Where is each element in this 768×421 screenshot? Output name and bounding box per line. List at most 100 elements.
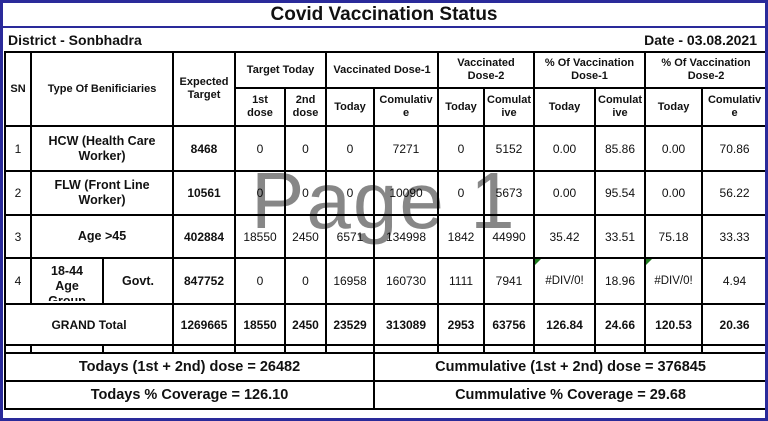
group-header-vaccinated-dose1: Vaccinated Dose-1 bbox=[325, 51, 440, 89]
grand-total-row: GRAND Total 1269665 18550 2450 23529 313… bbox=[3, 303, 765, 346]
error-value: #DIV/0! bbox=[654, 275, 693, 287]
age-group-label: 18-44 Age Group bbox=[48, 264, 86, 301]
cell-pd1-cum: 33.51 bbox=[594, 214, 647, 259]
sub-header-vd1-cumulative: Comulative bbox=[373, 87, 440, 127]
sub-header-pd1-cumulative: Comulative bbox=[594, 87, 647, 127]
cell-pd1-today: 126.84 bbox=[533, 303, 597, 346]
spacer-row bbox=[4, 344, 765, 354]
row-subtype-govt: Govt. bbox=[101, 257, 175, 305]
summary-today-dose: Todays (1st + 2nd) dose = 26482 bbox=[3, 352, 376, 382]
page-title: Covid Vaccination Status bbox=[3, 3, 765, 28]
cell-pd2-today: 0.00 bbox=[644, 170, 704, 216]
cell-vd2-today: 0 bbox=[437, 125, 486, 172]
cell-pd2-cum: 20.36 bbox=[701, 303, 765, 346]
cell-expected: 10561 bbox=[172, 170, 237, 216]
cell-pd2-cum: 70.86 bbox=[701, 125, 765, 172]
cell-target-2nd: 0 bbox=[284, 170, 328, 216]
cell-vd2-today: 1111 bbox=[437, 257, 486, 305]
cell-vd1-today: 6571 bbox=[325, 214, 376, 259]
cell-target-2nd: 0 bbox=[284, 125, 328, 172]
col-header-sn: SN bbox=[4, 51, 32, 127]
error-indicator-icon bbox=[536, 260, 542, 265]
group-header-vaccinated-dose2: Vaccinated Dose-2 bbox=[437, 51, 536, 89]
cell-expected: 8468 bbox=[172, 125, 237, 172]
row-sn: 3 bbox=[4, 214, 32, 259]
cell-pd2-today: 75.18 bbox=[644, 214, 704, 259]
cell-expected: 402884 bbox=[172, 214, 237, 259]
cell-pd2-cum: 56.22 bbox=[701, 170, 765, 216]
cell-vd1-today: 0 bbox=[325, 170, 376, 216]
row-type-age-group: 18-44 Age Group bbox=[30, 257, 104, 305]
row-sn: 4 bbox=[4, 257, 32, 305]
summary-today-coverage: Todays % Coverage = 126.10 bbox=[3, 380, 376, 410]
table-row-hcw: 1 HCW (Health Care Worker) 8468 0 0 0 72… bbox=[4, 125, 765, 172]
sub-header-2nd-dose: 2nd dose bbox=[284, 87, 328, 127]
row-sn: 1 bbox=[4, 125, 32, 172]
cell-target-1st: 18550 bbox=[234, 303, 287, 346]
row-sn: 2 bbox=[4, 170, 32, 216]
cell-pd1-today: 35.42 bbox=[533, 214, 597, 259]
cell-pd1-cum: 24.66 bbox=[594, 303, 647, 346]
cell-vd1-today: 0 bbox=[325, 125, 376, 172]
spacer-cell bbox=[284, 344, 328, 354]
cell-vd1-cum: 313089 bbox=[373, 303, 440, 346]
row-type: HCW (Health Care Worker) bbox=[29, 125, 175, 172]
sub-header-pd2-today: Today bbox=[644, 87, 704, 127]
spacer-cell bbox=[234, 344, 287, 354]
cell-pd1-cum: 85.86 bbox=[594, 125, 647, 172]
cell-expected: 847752 bbox=[172, 257, 237, 305]
spacer-cell bbox=[101, 344, 175, 354]
group-header-pct-dose2: % Of Vaccination Dose-2 bbox=[644, 51, 765, 89]
sub-header-vd2-today: Today bbox=[437, 87, 486, 127]
header-row-groups: SN Type Of Benificiaries Expected Target… bbox=[4, 51, 765, 127]
sub-header-pd2-cumulative: Comulative bbox=[701, 87, 765, 127]
cell-target-2nd: 0 bbox=[284, 257, 328, 305]
cell-vd2-cum: 7941 bbox=[483, 257, 536, 305]
spacer-cell bbox=[30, 344, 104, 354]
row-type: FLW (Front Line Worker) bbox=[29, 170, 175, 216]
cell-vd2-cum: 5152 bbox=[483, 125, 536, 172]
sub-header-1st-dose: 1st dose bbox=[234, 87, 287, 127]
meta-bar: District - Sonbhadra Date - 03.08.2021 bbox=[3, 28, 765, 51]
spacer-cell bbox=[644, 344, 704, 354]
date-label: Date - 03.08.2021 bbox=[644, 31, 757, 48]
cell-vd1-cum: 160730 bbox=[373, 257, 440, 305]
summary-cumulative-dose: Cummulative (1st + 2nd) dose = 376845 bbox=[373, 352, 765, 382]
cell-target-2nd: 2450 bbox=[284, 214, 328, 259]
cell-vd1-cum: 10090 bbox=[373, 170, 440, 216]
cell-pd2-today: 120.53 bbox=[644, 303, 704, 346]
cell-pd1-today-error: #DIV/0! bbox=[533, 257, 597, 305]
spacer-cell bbox=[594, 344, 647, 354]
cell-vd2-cum: 63756 bbox=[483, 303, 536, 346]
spacer-cell bbox=[437, 344, 486, 354]
sub-header-vd2-cumulative: Comulative bbox=[483, 87, 536, 127]
table-row-flw: 2 FLW (Front Line Worker) 10561 0 0 0 10… bbox=[4, 170, 765, 216]
group-header-pct-dose1: % Of Vaccination Dose-1 bbox=[533, 51, 647, 89]
cell-vd1-cum: 134998 bbox=[373, 214, 440, 259]
cell-pd1-cum: 18.96 bbox=[594, 257, 647, 305]
spacer-cell bbox=[533, 344, 597, 354]
spacer-cell bbox=[701, 344, 765, 354]
cell-vd2-cum: 5673 bbox=[483, 170, 536, 216]
vaccination-table: SN Type Of Benificiaries Expected Target… bbox=[3, 51, 765, 410]
spacer-cell bbox=[483, 344, 536, 354]
cell-vd1-today: 23529 bbox=[325, 303, 376, 346]
header-row-sub: 1st dose 2nd dose Today Comulative Today… bbox=[5, 87, 765, 127]
sub-header-pd1-today: Today bbox=[533, 87, 597, 127]
summary-cumulative-coverage: Cummulative % Coverage = 29.68 bbox=[373, 380, 765, 410]
cell-vd2-cum: 44990 bbox=[483, 214, 536, 259]
error-indicator-icon bbox=[647, 260, 653, 265]
cell-vd2-today: 0 bbox=[437, 170, 486, 216]
summary-row-doses: Todays (1st + 2nd) dose = 26482 Cummulat… bbox=[3, 352, 765, 382]
cell-vd1-cum: 7271 bbox=[373, 125, 440, 172]
cell-vd2-today: 1842 bbox=[437, 214, 486, 259]
spacer-cell bbox=[373, 344, 440, 354]
error-value: #DIV/0! bbox=[545, 275, 584, 287]
cell-target-1st: 18550 bbox=[234, 214, 287, 259]
district-label: District - Sonbhadra bbox=[8, 31, 142, 48]
table-row-age45: 3 Age >45 402884 18550 2450 6571 134998 … bbox=[4, 214, 765, 259]
spacer-cell bbox=[4, 344, 32, 354]
group-header-target-today: Target Today bbox=[234, 51, 328, 89]
cell-target-1st: 0 bbox=[234, 257, 287, 305]
summary-row-coverage: Todays % Coverage = 126.10 Cummulative %… bbox=[3, 380, 765, 410]
